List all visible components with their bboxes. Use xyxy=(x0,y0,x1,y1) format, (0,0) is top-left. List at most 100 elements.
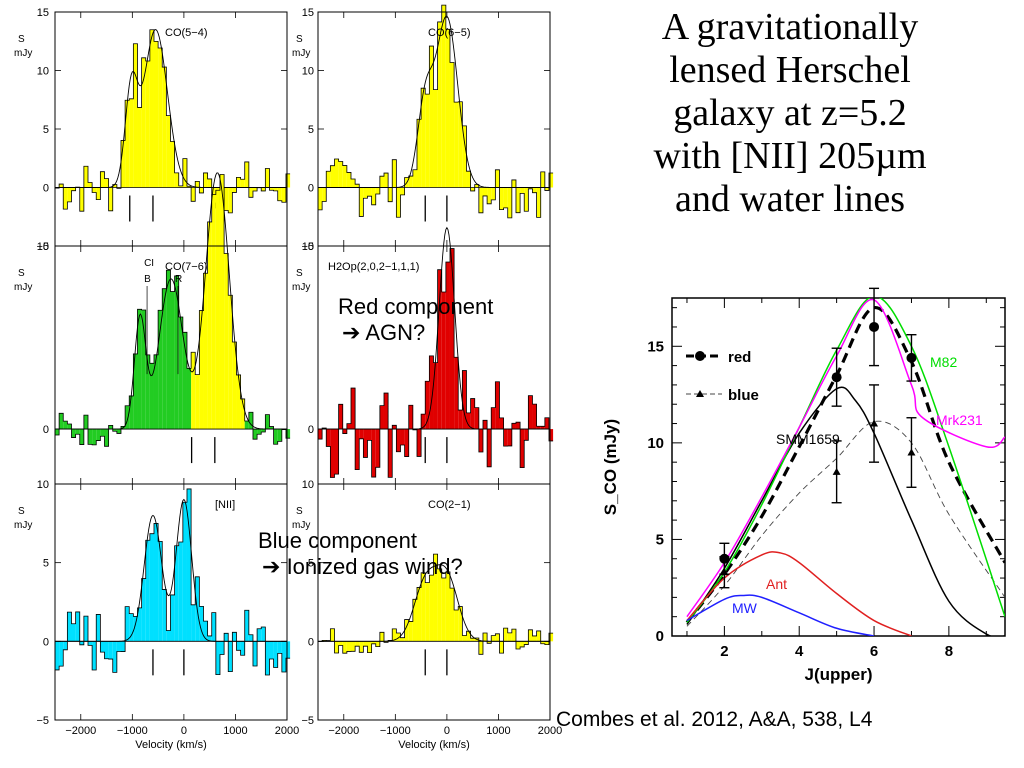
panel-label: CO(7−6) xyxy=(165,261,208,273)
spectrum-channel-fill xyxy=(491,187,496,200)
spectrum-channel-fill xyxy=(487,429,492,467)
spectrum-channel-fill xyxy=(375,187,380,194)
spectrum-line-fill xyxy=(178,185,183,188)
spectrum-line-fill xyxy=(462,125,467,188)
spectrum-channel-fill xyxy=(257,628,262,642)
spectrum-line-fill xyxy=(129,395,134,430)
spectrum-channel-fill xyxy=(248,187,253,198)
spectrum-channel-fill xyxy=(326,171,331,188)
spectrum-line-fill xyxy=(437,269,442,430)
spectrum-channel-fill xyxy=(400,429,405,445)
spectrum-line-fill xyxy=(182,332,187,430)
y-axis-label: S xyxy=(18,34,25,45)
spectrum-channel-fill xyxy=(116,641,121,652)
spectrum-channel-fill xyxy=(532,404,537,430)
spectrum-channel-fill xyxy=(478,429,483,452)
spectrum-channel-fill xyxy=(87,641,93,646)
spectrum-channel-fill xyxy=(265,168,270,188)
y-tick-label: −5 xyxy=(301,715,314,727)
spectrum-channel-fill xyxy=(261,429,266,432)
spectrum-line-fill xyxy=(433,554,438,642)
spectrum-channel-fill xyxy=(100,171,105,188)
spectrum-channel-fill xyxy=(400,187,405,195)
citation: Combes et al. 2012, A&A, 538, L4 xyxy=(556,708,873,731)
spectrum-channel-fill xyxy=(350,178,356,188)
spectrum-channel-fill xyxy=(511,629,516,642)
x-tick-label: 0 xyxy=(181,725,187,737)
x-axis-label: J(upper) xyxy=(805,665,873,684)
y-tick-label: 15 xyxy=(302,7,314,19)
spectrum-line-fill xyxy=(170,291,175,430)
y-axis-label: mJy xyxy=(14,48,32,59)
spectrum-channel-fill xyxy=(199,606,204,642)
spectrum-channel-fill xyxy=(100,641,105,653)
spectrum-channel-fill xyxy=(318,187,323,210)
spectrum-line-fill xyxy=(186,368,192,430)
y-axis-label: S xyxy=(18,268,25,279)
spectrum-channel-fill xyxy=(482,420,488,430)
spectrum-channel-fill xyxy=(322,428,327,430)
spectrum-line-fill xyxy=(191,352,196,430)
spectrum-channel-fill xyxy=(277,187,282,201)
spectrum-line-fill xyxy=(207,221,212,430)
curve-label-smm1659: SMM1659 xyxy=(776,431,840,447)
title-line: A gravitationally xyxy=(661,6,919,48)
spectrum-channel-fill xyxy=(55,429,60,436)
spectrum-channel-fill xyxy=(392,159,397,188)
line-label: R xyxy=(175,274,182,285)
y-axis-label: S_CO (mJy) xyxy=(601,419,620,515)
spectrum-channel-fill xyxy=(532,187,537,193)
spectrum-channel-fill xyxy=(359,641,364,653)
title-line: lensed Herschel xyxy=(669,49,911,91)
spectrum-line-fill xyxy=(178,316,183,430)
spectrum-channel-fill xyxy=(67,187,72,202)
spectrum-channel-fill xyxy=(408,405,413,430)
spectrum-line-fill xyxy=(116,187,121,189)
spectrum-channel-fill xyxy=(392,425,397,430)
red-component-callout: Red component ➔ AGN? xyxy=(338,294,493,346)
spectrum-channel-fill xyxy=(396,632,401,642)
spectrum-channel-fill xyxy=(404,429,409,457)
spectrum-line-fill xyxy=(433,89,438,188)
y-axis-label: mJy xyxy=(292,282,310,293)
spectrum-line-fill xyxy=(408,176,413,188)
spectrum-channel-fill xyxy=(215,641,220,675)
spectrum-channel-fill xyxy=(371,187,376,205)
y-tick-label: 5 xyxy=(308,124,314,136)
spectrum-line-fill xyxy=(458,101,463,188)
spectrum-line-fill xyxy=(153,523,159,642)
spectrum-line-fill xyxy=(441,5,446,188)
spectrum-channel-fill xyxy=(67,423,72,430)
spectrum-line-fill xyxy=(412,599,417,642)
spectrum-channel-fill xyxy=(482,187,488,196)
sled-curve-smm1659 xyxy=(686,386,1005,636)
spectrum-channel-fill xyxy=(520,641,525,647)
spectrum-channel-fill xyxy=(261,626,266,642)
spectrum-channel-fill xyxy=(383,641,389,643)
spectrum-line-fill xyxy=(153,354,159,430)
spectrum-line-fill xyxy=(462,370,467,430)
spectrum-channel-fill xyxy=(544,187,549,191)
spectrum-channel-fill xyxy=(371,641,376,644)
spectrum-line-fill xyxy=(211,194,216,430)
spectrum-channel-fill xyxy=(342,429,347,434)
spectrum-line-fill xyxy=(195,374,200,430)
spectrum-channel-fill xyxy=(244,610,249,642)
spectrum-line-fill xyxy=(470,187,475,191)
spectrum-channel-fill xyxy=(326,429,331,447)
spectrum-channel-fill xyxy=(203,621,208,642)
spectrum-channel-fill xyxy=(536,630,541,642)
sled-curve-red xyxy=(685,306,1005,624)
y-tick-label: 5 xyxy=(43,124,49,136)
slide-title: A gravitationally lensed Herschel galaxy… xyxy=(580,6,1000,221)
panel-label: CO(5−4) xyxy=(165,27,208,39)
spectrum-channel-fill xyxy=(273,641,278,668)
spectrum-line-fill xyxy=(437,21,442,188)
curve-label-mw: MW xyxy=(732,600,758,616)
spectrum-line-fill xyxy=(145,540,150,642)
spectrum-line-fill xyxy=(203,273,208,430)
spectrum-line-fill xyxy=(236,374,241,430)
spectrum-channel-fill xyxy=(363,641,368,647)
y-axis-label: mJy xyxy=(14,282,32,293)
